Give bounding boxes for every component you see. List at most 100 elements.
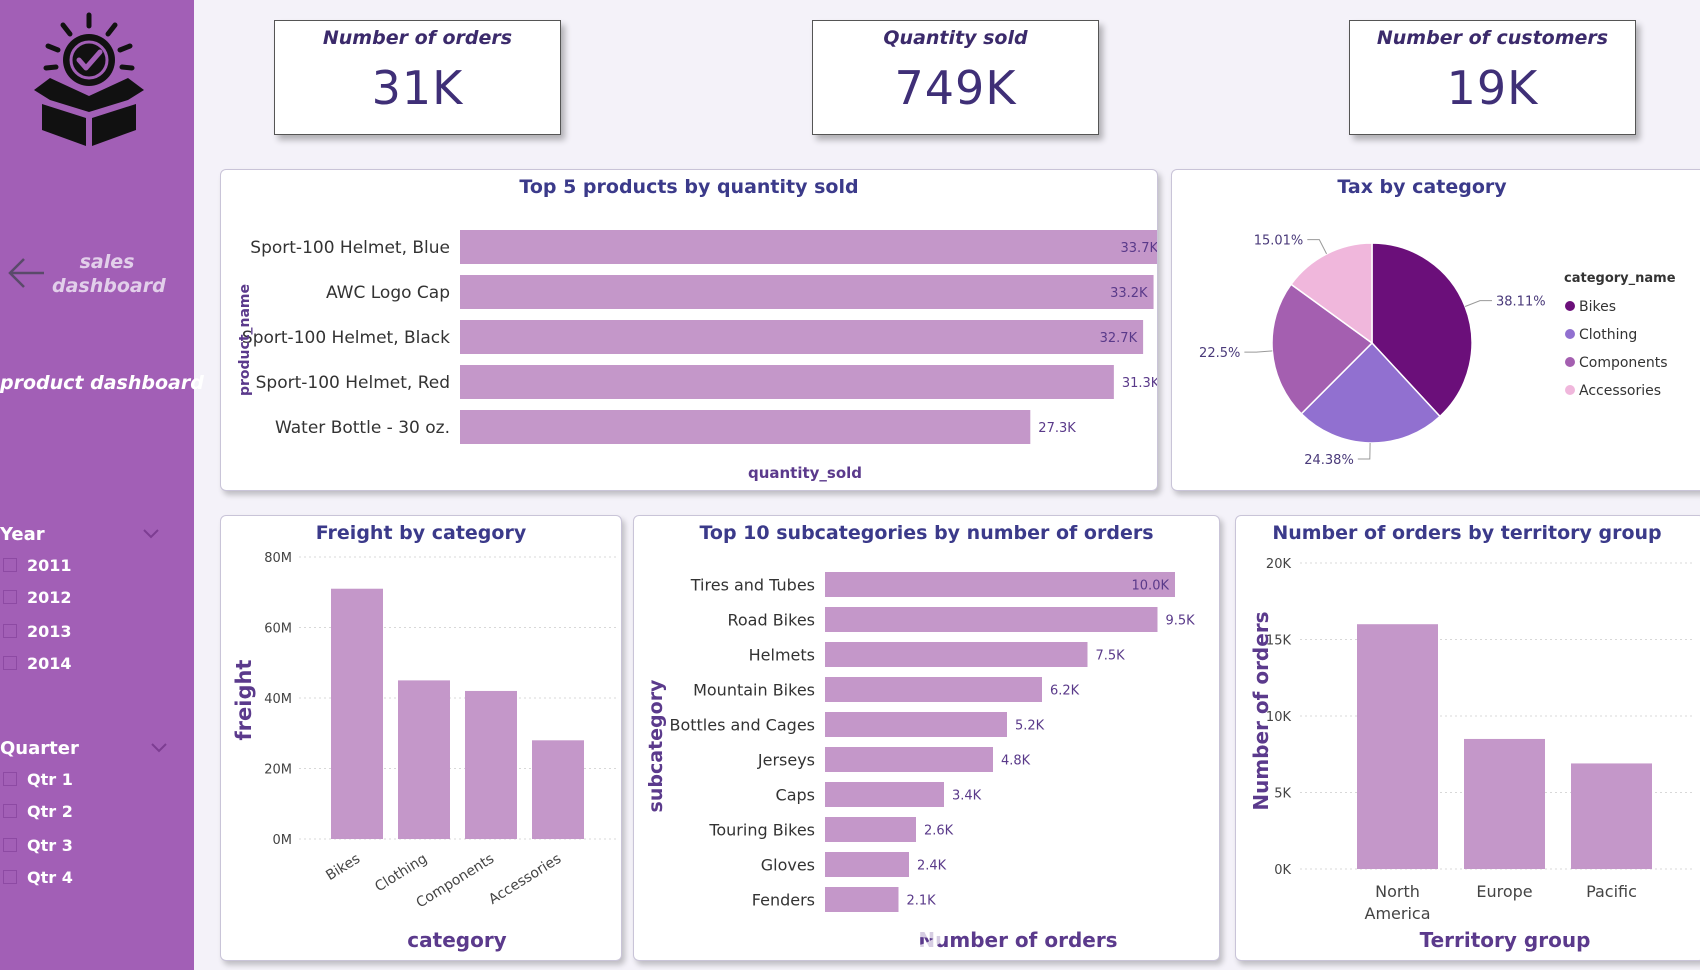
year-slicer-title: Year [0, 524, 45, 545]
kpi-card-customers[interactable]: Number of customers 19K [1349, 20, 1636, 135]
category-label: Jerseys [757, 751, 815, 770]
checkbox[interactable] [3, 624, 17, 638]
bar [825, 572, 1175, 597]
back-arrow-icon[interactable] [6, 256, 46, 290]
bar [460, 230, 1157, 264]
data-label: 27.3K [1038, 421, 1076, 436]
bar [825, 607, 1158, 632]
leader-line [1244, 350, 1273, 353]
kpi-card-orders[interactable]: Number of orders 31K [274, 20, 561, 135]
category-label: Mountain Bikes [693, 681, 815, 700]
data-label: 2.4K [917, 859, 947, 874]
y-tick-label: 15K [1266, 634, 1292, 649]
x-axis-label: Territory group [1420, 928, 1591, 952]
category-label: Sport-100 Helmet, Black [242, 328, 450, 348]
freight-chart-panel[interactable]: Freight by category 0M 20M 40M 60M 80M Bikes C… [220, 515, 622, 961]
leader-line [1307, 239, 1328, 255]
category-label: AWC Logo Cap [326, 283, 450, 303]
bar [460, 320, 1144, 354]
checkbox[interactable] [3, 804, 17, 818]
year-option-label: 2012 [27, 587, 72, 607]
y-tick-label: 0M [273, 833, 293, 848]
checkbox[interactable] [3, 590, 17, 604]
subcategories-chart: Tires and Tubes 10.0K Road Bikes 9.5K Helmet… [645, 572, 1195, 952]
quarter-option-qtr2[interactable]: Qtr 2 [0, 800, 73, 822]
quarter-option-label: Qtr 3 [27, 835, 73, 855]
bar [825, 852, 909, 877]
pie-slice [1271, 283, 1374, 415]
checkbox[interactable] [3, 656, 17, 670]
legend-marker [1565, 357, 1575, 367]
legend-label: Bikes [1579, 299, 1616, 315]
y-tick-label: 40M [264, 692, 292, 707]
bar [460, 365, 1114, 399]
y-tick-label: 20M [264, 763, 292, 778]
data-label: 38.11% [1496, 295, 1546, 310]
nav-product-dashboard[interactable]: product dashboard [0, 372, 204, 394]
data-label: 7.5K [1096, 649, 1126, 664]
data-label: 10.0K [1132, 579, 1170, 594]
kpi-title: Quantity sold [883, 27, 1028, 49]
legend-label: Components [1579, 355, 1668, 371]
x-axis-label: Number of orders [918, 928, 1117, 952]
data-label: 5.2K [1015, 719, 1045, 734]
data-label: 33.7K [1121, 241, 1158, 256]
kpi-value: 749K [894, 61, 1017, 115]
kpi-card-quantity[interactable]: Quantity sold 749K [812, 20, 1099, 135]
category-label: Fenders [752, 891, 815, 910]
tax-chart-panel[interactable]: Tax by category 38.11% 24.38% 22.5% 15.01% c… [1171, 169, 1700, 491]
category-label: Gloves [761, 856, 815, 875]
pie-slice [1371, 242, 1473, 418]
data-label: 33.2K [1110, 286, 1148, 301]
checkbox[interactable] [3, 772, 17, 786]
quarter-option-label: Qtr 1 [27, 769, 73, 789]
subcategories-chart-panel[interactable]: Top 10 subcategories by number of orders… [633, 515, 1220, 961]
bar [825, 817, 916, 842]
y-axis-label: Number of orders [1249, 611, 1273, 810]
category-label: Helmets [749, 646, 815, 665]
territory-chart-panel[interactable]: Number of orders by territory group 0K 5K… [1235, 515, 1700, 961]
checkbox[interactable] [3, 558, 17, 572]
bar [825, 642, 1088, 667]
x-tick-label: Europe [1476, 882, 1532, 901]
year-option-label: 2013 [27, 621, 72, 641]
chart-title: Tax by category [1337, 176, 1507, 198]
x-axis-label: category [407, 928, 506, 952]
kpi-value: 19K [1446, 61, 1539, 115]
category-label: Water Bottle - 30 oz. [275, 418, 450, 438]
checkbox[interactable] [3, 870, 17, 884]
chevron-down-icon[interactable] [142, 528, 160, 540]
year-option-2012[interactable]: 2012 [0, 586, 72, 608]
top-products-chart-panel[interactable]: Top 5 products by quantity sold Sport-10… [220, 169, 1158, 491]
data-label: 22.5% [1199, 346, 1240, 361]
leader-line [1357, 442, 1371, 460]
data-label: 3.4K [952, 789, 982, 804]
data-label: 6.2K [1050, 684, 1080, 699]
bar [460, 410, 1031, 444]
year-option-2011[interactable]: 2011 [0, 554, 72, 576]
bar [1571, 763, 1652, 869]
legend-marker [1565, 385, 1575, 395]
year-option-label: 2014 [27, 653, 72, 673]
bar [331, 588, 383, 839]
chevron-down-icon[interactable] [150, 742, 168, 754]
x-tick-label: Clothing [372, 851, 430, 895]
year-option-2014[interactable]: 2014 [0, 652, 72, 674]
year-option-2013[interactable]: 2013 [0, 620, 72, 642]
data-label: 4.8K [1001, 754, 1031, 769]
quarter-option-qtr1[interactable]: Qtr 1 [0, 768, 73, 790]
chart-title: Number of orders by territory group [1272, 522, 1662, 544]
nav-sales-dashboard[interactable]: sales dashboard [52, 251, 166, 297]
checkbox[interactable] [3, 838, 17, 852]
quarter-option-qtr3[interactable]: Qtr 3 [0, 834, 73, 856]
territory-chart: 0K 5K 10K 15K 20K North America Europe Pacific Te… [1249, 557, 1694, 952]
legend-title: category_name [1564, 271, 1676, 286]
y-tick-label: 5K [1274, 787, 1291, 802]
y-axis-label: freight [232, 660, 256, 741]
bar [398, 680, 450, 839]
quarter-option-label: Qtr 4 [27, 867, 73, 887]
bar [460, 275, 1154, 309]
data-label: 15.01% [1254, 234, 1304, 249]
quarter-option-qtr4[interactable]: Qtr 4 [0, 866, 73, 888]
category-label: Touring Bikes [708, 821, 815, 840]
